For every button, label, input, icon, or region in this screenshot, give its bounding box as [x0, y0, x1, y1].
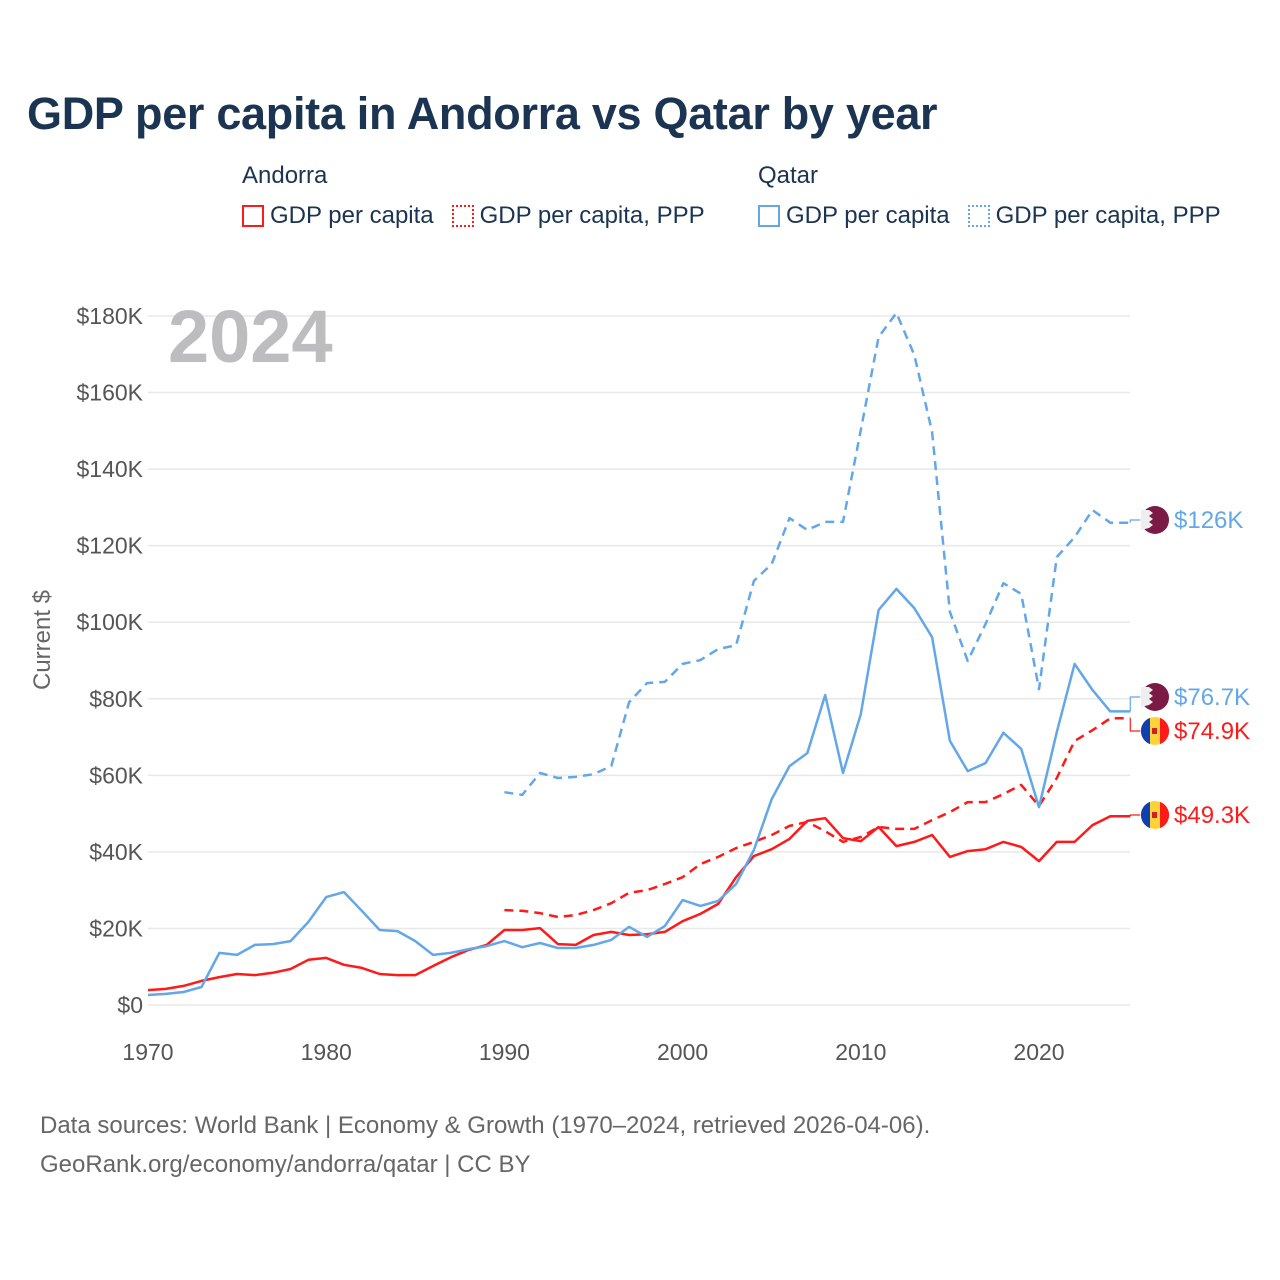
x-tick-label: 2010: [835, 1039, 886, 1065]
flag-blue: [1140, 801, 1150, 829]
flag-emblem: [1152, 812, 1157, 818]
y-axis-label: Current $: [29, 590, 56, 690]
data-sources: Data sources: World Bank | Economy & Gro…: [40, 1112, 931, 1139]
y-tick-label: $100K: [76, 609, 143, 635]
flag-serration: [1141, 687, 1153, 707]
y-tick-label: $140K: [76, 456, 143, 482]
legend-label: GDP per capita: [270, 202, 434, 229]
legend-label: GDP per capita, PPP: [479, 202, 705, 229]
y-tick-label: $180K: [76, 303, 143, 329]
flag-red: [1160, 717, 1170, 745]
solid-swatch-icon: [242, 205, 264, 227]
y-tick-label: $0: [117, 992, 143, 1018]
legend-andorra: Andorra GDP per capita GDP per capita, P…: [242, 162, 705, 230]
year-overlay: 2024: [168, 295, 333, 378]
legend-qatar-heading: Qatar: [758, 162, 819, 189]
label-connector: [1129, 814, 1141, 817]
label-connector: [1129, 696, 1141, 712]
andorra-flag-icon: [1140, 801, 1170, 829]
series-line-andorra-ppp: [504, 717, 1131, 919]
flag-red: [1160, 801, 1170, 829]
label-connector: [1129, 519, 1141, 523]
andorra-flag-icon: [1140, 717, 1170, 745]
solid-swatch-icon: [758, 205, 780, 227]
y-tick-label: $60K: [89, 762, 143, 788]
y-tick-label: $120K: [76, 533, 143, 559]
series-line-andorra-gdp: [147, 815, 1131, 992]
y-tick-label: $80K: [89, 686, 143, 712]
end-value-label: $126K: [1174, 507, 1243, 534]
legend-andorra-heading: Andorra: [242, 162, 328, 189]
end-value-label: $74.9K: [1174, 718, 1250, 745]
end-value-label: $76.7K: [1174, 684, 1250, 711]
legend-label: GDP per capita: [786, 202, 950, 229]
x-tick-label: 2020: [1013, 1039, 1064, 1065]
legend-qatar-gdp[interactable]: GDP per capita: [758, 202, 950, 230]
legend-qatar: Qatar GDP per capita GDP per capita, PPP: [758, 162, 1221, 230]
series-line-qatar-ppp: [504, 311, 1131, 797]
x-tick-label: 1980: [301, 1039, 352, 1065]
end-value-label: $49.3K: [1174, 802, 1250, 829]
x-tick-label: 2000: [657, 1039, 708, 1065]
label-connector: [1129, 718, 1141, 732]
source-link[interactable]: GeoRank.org/economy/andorra/qatar | CC B…: [40, 1151, 531, 1178]
footer: Data sources: World Bank | Economy & Gro…: [40, 1106, 930, 1184]
flag-blue: [1140, 717, 1150, 745]
dotted-swatch-icon: [967, 205, 990, 227]
y-tick-label: $40K: [89, 839, 143, 865]
legend-andorra-gdp-ppp[interactable]: GDP per capita, PPP: [451, 202, 705, 230]
x-tick-label: 1970: [122, 1039, 173, 1065]
flag-serration: [1141, 510, 1153, 530]
x-tick-label: 1990: [479, 1039, 530, 1065]
legend-label: GDP per capita, PPP: [995, 202, 1221, 229]
chart-title: GDP per capita in Andorra vs Qatar by ye…: [27, 88, 938, 139]
qatar-flag-icon: [1141, 506, 1169, 534]
y-tick-label: $20K: [89, 915, 143, 941]
qatar-flag-icon: [1141, 683, 1169, 711]
dotted-swatch-icon: [451, 205, 474, 227]
legend-qatar-gdp-ppp[interactable]: GDP per capita, PPP: [967, 202, 1221, 230]
legend-andorra-gdp[interactable]: GDP per capita: [242, 202, 434, 230]
flag-emblem: [1152, 728, 1157, 734]
y-tick-label: $160K: [76, 380, 143, 406]
series-line-qatar-gdp: [147, 587, 1131, 997]
